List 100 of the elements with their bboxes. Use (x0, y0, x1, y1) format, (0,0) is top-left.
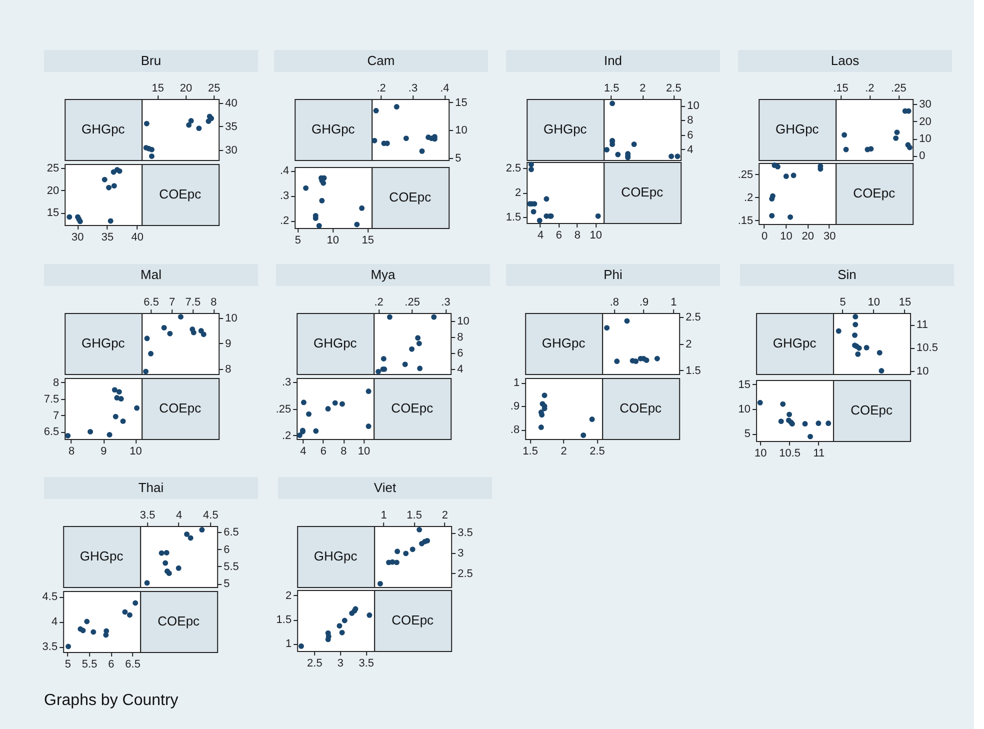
x-tick-label: .3 (441, 296, 450, 308)
y-tick-label: 8 (687, 114, 694, 127)
y-tick-label: .15 (738, 214, 754, 227)
x-tick-label: 30 (824, 230, 836, 242)
y-tick-label: 40 (225, 97, 238, 110)
text: GHGpc (314, 548, 358, 564)
y-tick-label: .4 (280, 165, 290, 178)
y-tick-label: 7 (53, 410, 60, 422)
y-tick-label: .3 (280, 190, 290, 202)
x-tick-label: 2 (640, 82, 646, 94)
y-tick-label: 10 (916, 365, 929, 378)
text: COEpc (159, 400, 202, 416)
x-tick-label: 7 (169, 296, 176, 308)
x-tick-label: 10 (358, 446, 370, 458)
x-tick-label: 5 (840, 296, 846, 308)
text: Laos (830, 53, 860, 68)
y-tick-label: 1.5 (276, 614, 292, 626)
y-tick-label: 30 (225, 144, 238, 157)
y-tick-label: 3.5 (458, 527, 473, 540)
y-tick-label: .9 (510, 400, 520, 413)
x-tick-label: 11 (813, 448, 825, 460)
y-tick-label: 8 (457, 332, 464, 344)
y-tick-label: 5 (224, 578, 230, 590)
x-tick-label: 2.5 (590, 446, 605, 458)
text: COEpc (392, 612, 434, 628)
y-tick-label: 2 (285, 590, 292, 602)
x-tick-label: 10 (868, 296, 880, 308)
text: GHGpc (543, 122, 588, 136)
text: Thai (138, 480, 164, 495)
x-tick-label: 6 (320, 446, 327, 458)
x-tick-label: 7.5 (185, 296, 201, 308)
y-tick-label: 6 (687, 129, 694, 142)
x-tick-label: 2 (442, 510, 448, 522)
y-tick-label: 10 (919, 133, 932, 146)
text: Mya (370, 267, 396, 282)
text: Phi (604, 267, 622, 282)
x-tick-label: .2 (374, 296, 384, 308)
x-tick-label: 10.5 (779, 448, 801, 460)
x-tick-label: 4 (537, 230, 544, 242)
text: Graphs by Country (44, 692, 178, 709)
x-tick-label: 4 (300, 446, 306, 458)
x-tick-label: .25 (404, 296, 420, 308)
y-tick-label: 2.5 (686, 312, 701, 324)
y-tick-label: 2.5 (506, 162, 522, 174)
y-tick-label: 20 (919, 116, 932, 128)
x-tick-label: 8 (68, 446, 75, 458)
y-tick-label: 6 (457, 348, 464, 360)
y-tick-label: 6.5 (44, 426, 60, 438)
x-tick-label: 1.5 (522, 446, 538, 458)
y-tick-label: .3 (282, 376, 292, 389)
y-tick-label: .2 (282, 430, 292, 442)
y-tick-label: 2.5 (458, 568, 473, 580)
x-tick-label: 1.5 (604, 82, 620, 94)
x-tick-label: 15 (898, 296, 912, 308)
y-tick-label: 1 (285, 638, 292, 650)
y-tick-label: .2 (744, 192, 754, 204)
x-tick-label: 10 (754, 448, 767, 460)
text: COEpc (850, 402, 893, 418)
text: GHGpc (81, 336, 126, 350)
x-tick-label: .8 (610, 296, 620, 308)
y-tick-label: 10 (687, 100, 700, 112)
x-tick-label: 6.5 (125, 658, 140, 670)
y-tick-label: 4 (457, 364, 464, 376)
text: GHGpc (313, 336, 358, 350)
y-tick-label: 25 (46, 162, 60, 175)
x-tick-label: 8 (210, 296, 217, 308)
x-tick-label: 8 (574, 230, 580, 242)
x-tick-label: 25 (208, 82, 220, 94)
y-tick-label: 2 (686, 338, 692, 350)
x-tick-label: 2.5 (666, 82, 682, 94)
x-tick-label: 2 (560, 446, 567, 458)
text: Bru (140, 53, 162, 68)
x-tick-label: 0 (761, 230, 768, 242)
y-tick-label: 4 (51, 616, 58, 628)
x-tick-label: .4 (440, 82, 450, 94)
text: Sin (838, 267, 856, 282)
x-tick-label: 4.5 (203, 510, 218, 522)
x-tick-label: 6 (556, 230, 562, 242)
text: GHGpc (80, 548, 124, 564)
y-tick-label: 10 (455, 124, 468, 137)
x-tick-label: 6.5 (144, 296, 159, 308)
text: GHGpc (311, 122, 356, 136)
y-tick-label: 5.5 (224, 560, 239, 573)
text: COEpc (853, 186, 896, 200)
y-tick-label: 2 (515, 187, 522, 199)
text: COEpc (389, 190, 432, 204)
x-tick-label: 30 (72, 232, 84, 244)
x-tick-label: .3 (408, 82, 418, 94)
x-tick-label: 3 (337, 658, 344, 670)
x-tick-label: .2 (865, 82, 874, 94)
text: GHGpc (775, 122, 820, 136)
y-tick-label: 7.5 (44, 393, 60, 406)
y-tick-label: 15 (738, 378, 751, 391)
x-tick-label: 2.5 (307, 658, 322, 670)
text: COEpc (159, 186, 202, 202)
y-tick-label: 5 (455, 152, 462, 164)
y-tick-label: 1.5 (506, 212, 522, 224)
y-tick-label: .25 (738, 168, 754, 181)
x-tick-label: 1.5 (406, 510, 422, 522)
x-tick-label: 10 (130, 446, 142, 458)
